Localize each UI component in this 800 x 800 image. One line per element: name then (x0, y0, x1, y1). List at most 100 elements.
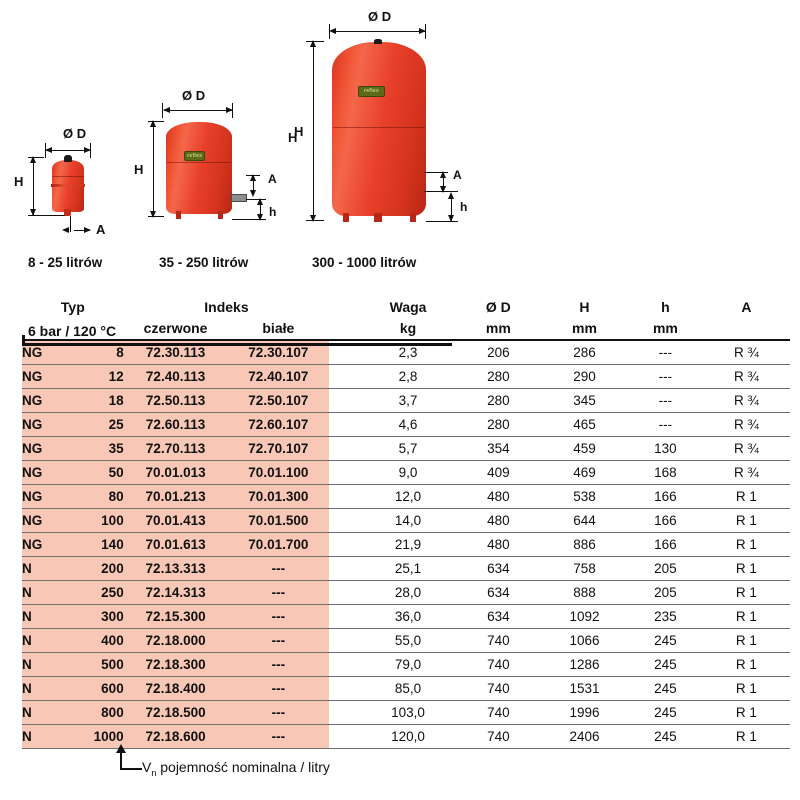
cell-diameter: 409 (455, 460, 541, 485)
medium-a-arrow-down (250, 190, 256, 197)
medium-diameter-tick-right (232, 103, 234, 118)
table-row: N 250 72.14.313 --- 28,0 634 888 205 R 1 (22, 580, 790, 605)
large-vessel-valve-cap (374, 39, 382, 44)
cell-diameter: 740 (455, 676, 541, 701)
cell-spacer (329, 724, 361, 749)
cell-size: 400 (69, 628, 124, 653)
cell-waga: 55,0 (360, 628, 456, 653)
col-bigH-title: H (579, 299, 590, 315)
cell-size: 1000 (69, 724, 124, 749)
cell-typ: NG (22, 364, 70, 389)
cell-diameter: 740 (455, 628, 541, 653)
cell-spacer (329, 436, 361, 461)
large-height-line (313, 42, 315, 220)
cell-h: 245 (628, 652, 703, 677)
cell-A: R 1 (702, 580, 790, 605)
cell-spacer (329, 700, 361, 725)
cell-h: --- (628, 364, 703, 389)
cell-waga: 120,0 (360, 724, 456, 749)
medium-vessel-foot-left (176, 211, 181, 219)
large-h-arrow-up (448, 192, 454, 199)
col-smallh-title: h (661, 299, 670, 315)
cell-waga: 103,0 (360, 700, 456, 725)
col-waga-title: Waga (389, 299, 427, 315)
cell-typ: N (22, 700, 70, 725)
cell-h: --- (628, 388, 703, 413)
cell-spacer (329, 604, 361, 629)
cell-diameter: 634 (455, 556, 541, 581)
cell-diameter: 480 (455, 532, 541, 557)
medium-h-line (260, 200, 262, 220)
small-vessel-valve-cap (64, 155, 72, 162)
cell-typ: N (22, 676, 70, 701)
cell-height: 1286 (540, 652, 629, 677)
col-typ-title: Typ (60, 299, 85, 315)
cell-height: 1996 (540, 700, 629, 725)
cell-spacer (329, 580, 361, 605)
cell-biale: 72.40.107 (227, 364, 330, 389)
cell-spacer (329, 484, 361, 509)
cell-height: 459 (540, 436, 629, 461)
medium-vessel-caption: 35 - 250 litrów (159, 255, 249, 270)
small-a-arrow-right (84, 227, 91, 233)
cell-height: 644 (540, 508, 629, 533)
medium-vessel-graphic: reflex (166, 122, 232, 214)
medium-height-tick-bottom (148, 216, 164, 218)
cell-waga: 5,7 (360, 436, 456, 461)
cell-h: 245 (628, 628, 703, 653)
cell-height: 758 (540, 556, 629, 581)
medium-height-tick-top (148, 121, 164, 123)
medium-h-arrow-down (257, 214, 263, 221)
vessel-diagrams: Ø D H A 8 - 25 litrów Ø D (0, 0, 800, 285)
cell-typ: N (22, 652, 70, 677)
medium-a-arrow-up (250, 174, 256, 181)
col-A-title: A (741, 299, 752, 315)
medium-h-label: h (269, 205, 277, 219)
table-header-row-1: Typ Indeks Waga Ø D H h A (22, 295, 790, 315)
cell-height: 1092 (540, 604, 629, 629)
col-A-unit (703, 315, 790, 340)
small-a-arrow-left (62, 227, 69, 233)
cell-h: 235 (628, 604, 703, 629)
cell-height: 888 (540, 580, 629, 605)
large-a-tick-top (424, 172, 448, 174)
spacer-cell-1 (329, 295, 360, 315)
cell-biale: --- (227, 556, 330, 581)
header-rule (22, 343, 452, 346)
diagram-large-vessel: Ø D H reflex A h (288, 0, 518, 285)
cell-diameter: 480 (455, 508, 541, 533)
cell-czerwone: 70.01.413 (123, 508, 228, 533)
cell-h: 166 (628, 508, 703, 533)
small-height-line (33, 158, 35, 215)
large-diameter-arrow-right (419, 28, 426, 34)
table-row: N 300 72.15.300 --- 36,0 634 1092 235 R 1 (22, 604, 790, 629)
cell-height: 345 (540, 388, 629, 413)
cell-size: 140 (69, 532, 124, 557)
cell-biale: 70.01.300 (227, 484, 330, 509)
cell-diameter: 280 (455, 412, 541, 437)
diagram-small-vessel: Ø D H A 8 - 25 litrów (0, 0, 140, 285)
small-diameter-line (46, 150, 91, 151)
cell-czerwone: 72.18.300 (123, 652, 228, 677)
cell-diameter: 280 (455, 388, 541, 413)
medium-a-label: A (268, 172, 277, 186)
cell-typ: N (22, 556, 70, 581)
table-row: NG 25 72.60.113 72.60.107 4,6 280 465 --- R ¾ (22, 412, 790, 437)
table-row: N 600 72.18.400 --- 85,0 740 1531 245 R 1 (22, 676, 790, 701)
cell-waga: 12,0 (360, 484, 456, 509)
table-row: N 1000 72.18.600 --- 120,0 740 2406 245 R 1 (22, 724, 790, 749)
footnote-text: Vn pojemność nominalna / litry (142, 759, 330, 778)
table-row: N 800 72.18.500 --- 103,0 740 1996 245 R 1 (22, 700, 790, 725)
large-vessel-logo: reflex (358, 85, 385, 98)
cell-czerwone: 72.18.500 (123, 700, 228, 725)
col-biale-title: białe (262, 320, 295, 336)
large-h-tick-bottom (426, 221, 458, 223)
cell-czerwone: 72.15.300 (123, 604, 228, 629)
pressure-temp-rating: 6 bar / 120 °C (28, 323, 117, 339)
cell-A: R 1 (702, 556, 790, 581)
cell-height: 286 (540, 339, 629, 365)
small-vessel-graphic (51, 160, 85, 212)
small-height-arrow-down (30, 209, 36, 216)
table-row: NG 140 70.01.613 70.01.700 21,9 480 886 166 R 1 (22, 532, 790, 557)
cell-waga: 4,6 (360, 412, 456, 437)
